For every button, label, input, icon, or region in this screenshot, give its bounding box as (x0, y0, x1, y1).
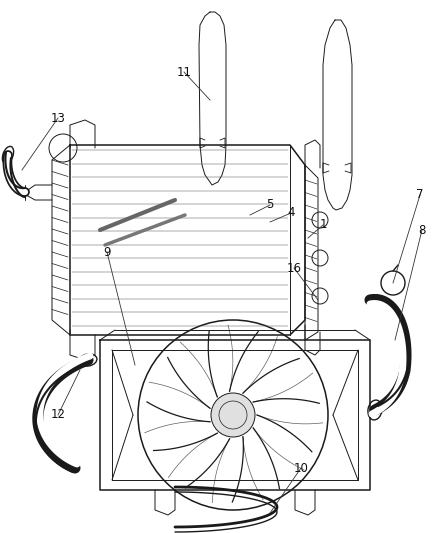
Text: 11: 11 (177, 66, 191, 78)
Polygon shape (12, 182, 17, 189)
Polygon shape (6, 152, 11, 159)
Polygon shape (8, 175, 14, 183)
Text: 7: 7 (416, 189, 424, 201)
Polygon shape (5, 160, 11, 168)
Polygon shape (11, 180, 16, 188)
Polygon shape (13, 183, 17, 191)
Polygon shape (6, 166, 11, 173)
Polygon shape (6, 153, 11, 160)
Polygon shape (17, 187, 21, 195)
Text: 9: 9 (103, 246, 111, 259)
Polygon shape (7, 171, 12, 179)
Polygon shape (19, 188, 22, 196)
Polygon shape (9, 178, 14, 185)
Text: 16: 16 (286, 262, 301, 274)
Circle shape (211, 393, 255, 437)
Polygon shape (9, 177, 14, 184)
Polygon shape (7, 171, 12, 177)
Polygon shape (14, 184, 18, 192)
Polygon shape (7, 169, 12, 176)
Polygon shape (23, 188, 24, 197)
Polygon shape (12, 182, 17, 190)
Polygon shape (24, 188, 25, 197)
Polygon shape (6, 163, 11, 170)
Polygon shape (22, 188, 24, 197)
Polygon shape (6, 165, 11, 172)
Polygon shape (13, 183, 18, 191)
Polygon shape (10, 180, 15, 187)
Polygon shape (6, 167, 11, 174)
Polygon shape (6, 168, 11, 175)
Text: 8: 8 (418, 223, 426, 237)
Polygon shape (23, 188, 25, 197)
Polygon shape (5, 157, 11, 164)
Polygon shape (18, 187, 21, 195)
Polygon shape (8, 176, 14, 184)
Polygon shape (6, 156, 11, 163)
Polygon shape (16, 186, 20, 195)
Polygon shape (6, 164, 11, 171)
Polygon shape (7, 172, 12, 180)
Polygon shape (15, 185, 19, 193)
Text: 12: 12 (50, 408, 66, 422)
Text: 10: 10 (293, 462, 308, 474)
Text: 1: 1 (319, 219, 327, 231)
Text: 13: 13 (50, 111, 65, 125)
Polygon shape (20, 188, 22, 196)
Polygon shape (21, 188, 23, 197)
Text: 4: 4 (287, 206, 295, 220)
Polygon shape (7, 173, 13, 181)
Text: 5: 5 (266, 198, 274, 212)
Polygon shape (5, 159, 11, 166)
Polygon shape (11, 181, 16, 189)
Polygon shape (5, 158, 11, 165)
Polygon shape (8, 174, 13, 182)
Polygon shape (6, 155, 11, 161)
Polygon shape (18, 187, 21, 196)
Polygon shape (21, 188, 23, 197)
Polygon shape (10, 179, 15, 187)
Polygon shape (14, 185, 19, 193)
Polygon shape (16, 185, 20, 194)
Polygon shape (5, 161, 11, 169)
